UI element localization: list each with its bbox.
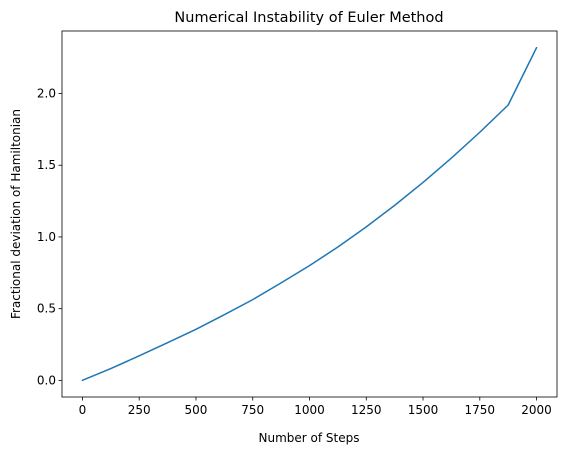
x-tick-label: 250: [128, 403, 151, 417]
series-line: [81, 46, 538, 382]
x-tick-label: 1250: [351, 403, 382, 417]
y-tick-label: 1.5: [37, 158, 56, 172]
y-axis: 0.0 0.5 1.0 1.5 2.0: [37, 87, 62, 387]
x-axis: 0 250 500 750 1000 1250 1500 1750 2000: [79, 397, 552, 417]
plot-area: [62, 31, 557, 397]
y-tick-label: 1.0: [37, 230, 56, 244]
y-tick-label: 2.0: [37, 87, 56, 101]
x-tick-label: 1000: [294, 403, 325, 417]
x-tick-label: 0: [79, 403, 87, 417]
x-axis-title: Number of Steps: [259, 431, 360, 445]
x-tick-label: 750: [241, 403, 264, 417]
plot-background: [62, 31, 557, 397]
y-tick-label: 0.0: [37, 373, 56, 387]
plot-frame: [61, 30, 558, 398]
x-tick-label: 2000: [521, 403, 552, 417]
chart-title: Numerical Instability of Euler Method: [174, 10, 443, 26]
x-tick-label: 1750: [465, 403, 496, 417]
y-axis-title: Fractional deviation of Hamiltonian: [9, 109, 23, 319]
y-tick-label: 0.5: [37, 302, 56, 316]
x-tick-label: 500: [185, 403, 208, 417]
x-tick-label: 1500: [408, 403, 439, 417]
